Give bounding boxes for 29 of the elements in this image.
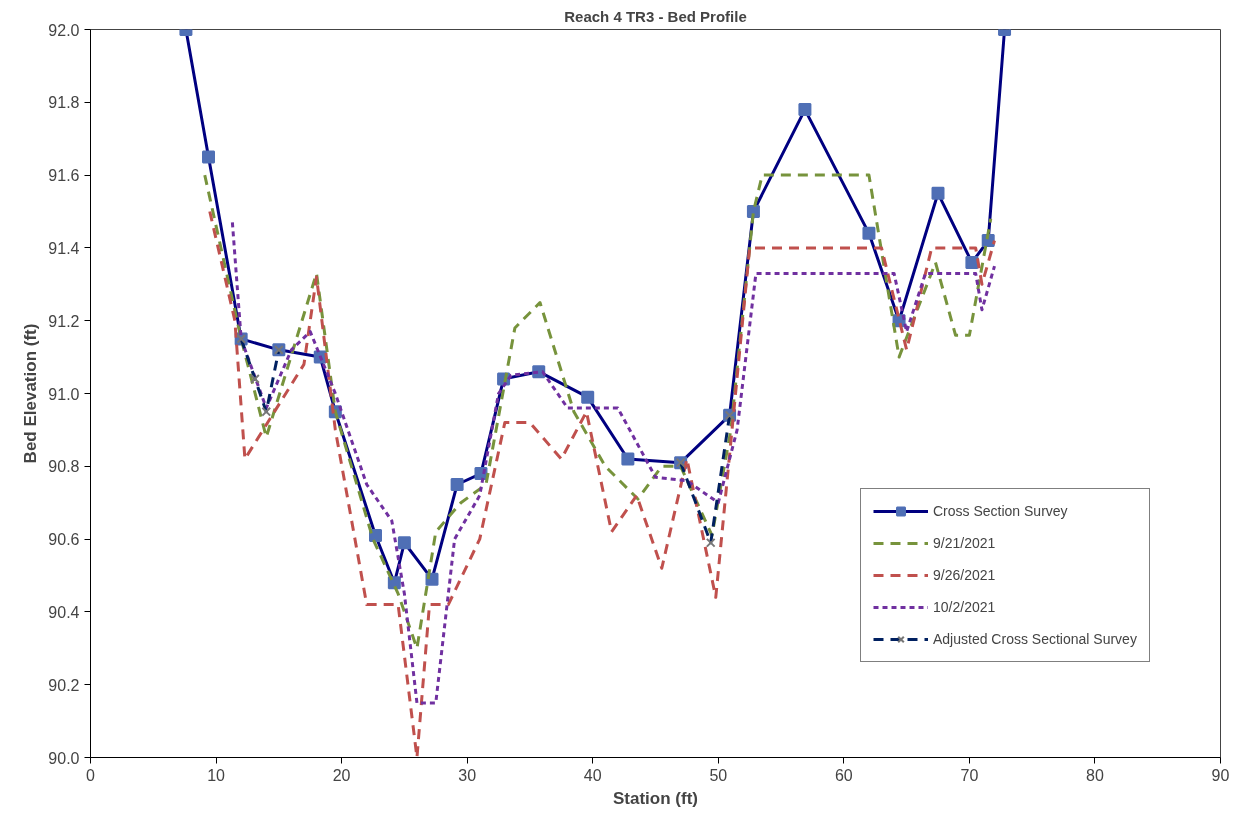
y-tick-label: 90.4 (48, 603, 80, 621)
y-tick-label: 91.0 (48, 385, 80, 403)
x-tick-label: 50 (709, 766, 728, 784)
legend-label: Adjusted Cross Sectional Survey (933, 631, 1137, 647)
x-tick-label: 80 (1086, 766, 1104, 784)
x-tick-label: 30 (458, 766, 477, 784)
y-tick-label: 90.2 (48, 676, 80, 694)
x-tick-label: 0 (86, 766, 96, 784)
y-tick-label: 91.8 (48, 94, 80, 112)
y-tick-label: 92.0 (48, 21, 80, 39)
y-axis-title: Bed Elevation (ft) (21, 323, 41, 464)
chart-title: Reach 4 TR3 - Bed Profile (564, 7, 747, 25)
x-tick-label: 90 (1211, 766, 1230, 784)
x-tick-label: 70 (960, 766, 979, 784)
legend-label: 9/26/2021 (933, 567, 996, 583)
y-tick-label: 90.8 (48, 458, 80, 476)
y-tick-label: 91.2 (48, 312, 80, 330)
x-axis-title: Station (ft) (613, 788, 698, 808)
y-tick-label: 91.4 (48, 239, 80, 257)
x-tick-label: 20 (332, 766, 351, 784)
y-tick-label: 90.0 (48, 749, 80, 767)
y-tick-label: 90.6 (48, 531, 80, 549)
legend-label: Cross Section Survey (933, 503, 1068, 519)
x-tick-label: 60 (834, 766, 853, 784)
y-tick-label: 91.6 (48, 167, 80, 185)
x-tick-label: 40 (583, 766, 602, 784)
legend-label: 10/2/2021 (933, 599, 996, 615)
x-tick-label: 10 (207, 766, 226, 784)
legend-label: 9/21/2021 (933, 535, 996, 551)
